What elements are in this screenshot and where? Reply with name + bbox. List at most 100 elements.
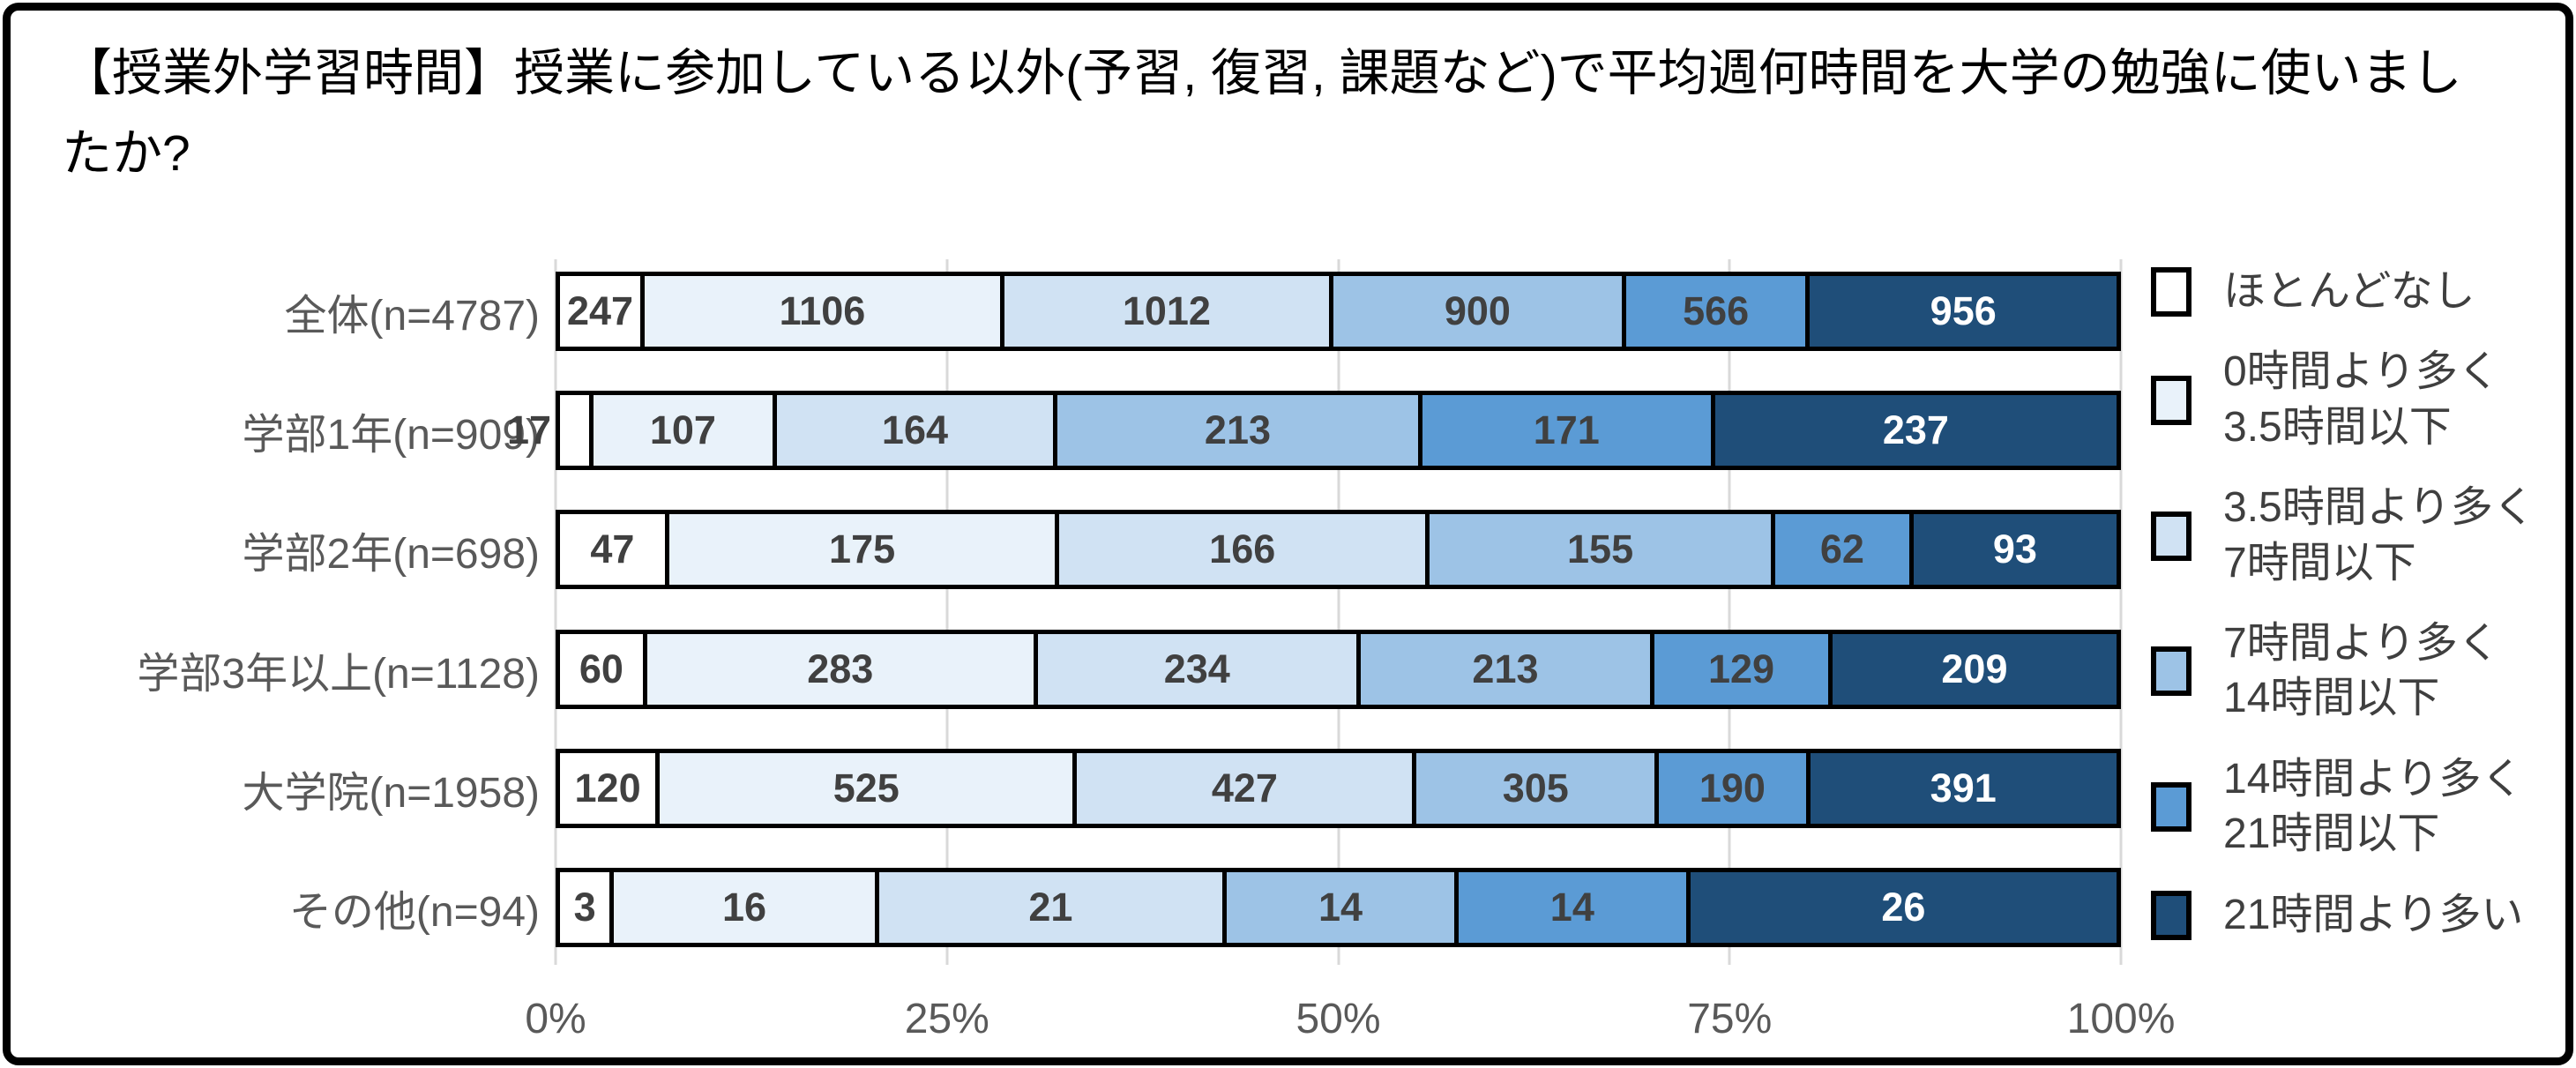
bar-row: 大学院(n=1958) 120 525 427 305 190 391 — [62, 748, 2121, 828]
bar-segment: 21 — [874, 871, 1223, 943]
legend-item: 14時間より多く 21時間以下 — [2151, 752, 2546, 863]
legend-label: 14時間より多く 21時間以下 — [2223, 755, 2524, 858]
bar-segment: 171 — [1417, 395, 1711, 467]
plot-area: 全体(n=4787) 247 1106 1012 900 566 956 学部1年(n=909… — [62, 259, 2175, 1057]
bar-segment: 129 — [1650, 633, 1828, 705]
category-label: その他(n=94) — [288, 888, 540, 936]
bar-segment: 247 — [560, 276, 641, 347]
bar-segment: 525 — [655, 752, 1073, 824]
segment-value-label: 171 — [1533, 407, 1600, 453]
chart-body: 全体(n=4787) 247 1106 1012 900 566 956 学部1年(n=909… — [62, 259, 2546, 1057]
bar-row: 学部2年(n=698) 47 175 166 155 62 93 — [62, 510, 2121, 590]
bar-segment: 956 — [1805, 276, 2117, 347]
x-axis-tick-label: 75% — [1687, 996, 1773, 1042]
legend: ほとんどなし 0時間より多く 3.5時間以下 3.5時間より多く 7時間以下 7時間より多… — [2121, 259, 2546, 1057]
segment-value-label: 525 — [833, 765, 900, 810]
bar-segment: 155 — [1425, 514, 1772, 586]
segment-value-label: 16 — [722, 884, 767, 930]
stacked-bar: 60 283 234 213 129 209 — [556, 629, 2121, 709]
bar-segment: 900 — [1328, 276, 1622, 347]
segment-value-label: 166 — [1209, 527, 1276, 572]
gridline — [554, 259, 557, 965]
segment-value-label: 213 — [1472, 646, 1539, 691]
bar-segment: 60 — [560, 633, 643, 705]
segment-value-label: 427 — [1211, 765, 1278, 810]
legend-swatch — [2151, 511, 2191, 561]
category-label: 学部2年(n=698) — [242, 531, 540, 579]
stacked-bar: 3 16 21 14 14 26 — [556, 867, 2121, 947]
category-label: 全体(n=4787) — [284, 293, 540, 340]
segment-value-label: 237 — [1882, 407, 1949, 453]
bar-segment: 213 — [1355, 633, 1651, 705]
legend-label: 0時間より多く 3.5時間以下 — [2223, 348, 2500, 451]
segment-value-label: 566 — [1683, 288, 1750, 333]
bar-segment: 190 — [1654, 752, 1806, 824]
bar-segment: 305 — [1412, 752, 1655, 824]
bar-segment: 47 — [560, 514, 665, 586]
bar-segment: 209 — [1827, 633, 2117, 705]
bar-segment: 237 — [1710, 395, 2117, 467]
bar-segment: 283 — [642, 633, 1034, 705]
segment-value-label: 1012 — [1122, 288, 1211, 333]
bar-segment: 391 — [1805, 752, 2117, 824]
legend-swatch — [2151, 267, 2191, 317]
segment-value-label: 120 — [574, 765, 641, 810]
bar-row: 学部3年以上(n=1128) 60 283 234 213 129 209 — [62, 629, 2121, 709]
bar-row: 全体(n=4787) 247 1106 1012 900 566 956 — [62, 272, 2121, 351]
x-axis-tick-label: 25% — [904, 996, 989, 1042]
segment-value-label: 234 — [1163, 646, 1230, 691]
category-label: 学部3年以上(n=1128) — [137, 650, 540, 698]
segment-value-label: 62 — [1819, 527, 1864, 572]
x-axis-tick-label: 100% — [2066, 996, 2176, 1042]
bar-segment: 16 — [609, 871, 875, 943]
legend-item: ほとんどなし — [2151, 265, 2546, 319]
bar-segment: 93 — [1908, 514, 2117, 586]
gridline-layer — [554, 259, 2123, 965]
bar-segment: 234 — [1033, 633, 1356, 705]
chart-title: 【授業外学習時間】授業に参加している以外(予習, 復習, 課題など)で平均週何時… — [62, 45, 2462, 183]
bar-segment — [560, 395, 589, 467]
segment-value-label: 305 — [1502, 765, 1569, 810]
bar-segment: 107 — [589, 395, 773, 467]
segment-value-label: 47 — [590, 527, 635, 572]
legend-label: 21時間より多い — [2223, 891, 2524, 938]
bar-segment: 3 — [560, 871, 610, 943]
legend-item: 7時間より多く 14時間以下 — [2151, 616, 2546, 727]
legend-swatch — [2151, 782, 2191, 833]
bar-segment: 14 — [1222, 871, 1454, 943]
segment-value-label: 283 — [807, 646, 874, 691]
x-axis-tick-label: 0% — [525, 996, 586, 1042]
legend-label: 3.5時間より多く 7時間以下 — [2223, 484, 2535, 586]
legend-item: 21時間より多い — [2151, 888, 2546, 943]
segment-value-label: 1106 — [779, 288, 866, 333]
bar-row: その他(n=94) 3 16 21 14 14 26 — [62, 867, 2121, 947]
bar-segment: 566 — [1621, 276, 1806, 347]
legend-label: 7時間より多く 14時間以下 — [2223, 620, 2500, 722]
bar-segment: 213 — [1053, 395, 1418, 467]
bar-row: 学部1年(n=909) 17 107 164 213 171 237 — [62, 391, 2121, 471]
segment-value-label: 14 — [1549, 884, 1594, 930]
bar-segment: 26 — [1685, 871, 2117, 943]
gridline — [1728, 259, 1731, 965]
segment-value-label: 129 — [1707, 646, 1775, 691]
category-label: 学部1年(n=909) — [242, 412, 540, 459]
segment-value-label: 956 — [1930, 288, 1997, 333]
segment-value-label: 21 — [1028, 884, 1073, 930]
legend-item: 3.5時間より多く 7時間以下 — [2151, 481, 2546, 591]
segment-value-label: 26 — [1881, 884, 1926, 930]
segment-value-label: 900 — [1444, 288, 1511, 333]
stacked-bar: 120 525 427 305 190 391 — [556, 748, 2121, 828]
segment-value-label: 60 — [579, 646, 623, 691]
stacked-bar: 47 175 166 155 62 93 — [556, 510, 2121, 590]
legend-swatch — [2151, 890, 2191, 940]
segment-value-label: 190 — [1699, 765, 1766, 810]
segment-value-label: 155 — [1567, 527, 1634, 572]
bar-segment: 1106 — [640, 276, 1000, 347]
bar-segment: 62 — [1771, 514, 1909, 586]
segment-value-label: 175 — [829, 527, 896, 572]
segment-value-label: 107 — [649, 407, 716, 453]
segment-value-label: 391 — [1930, 765, 1997, 810]
chart-frame: 【授業外学習時間】授業に参加している以外(予習, 復習, 課題など)で平均週何時… — [3, 3, 2573, 1065]
category-label: 大学院(n=1958) — [242, 769, 540, 817]
segment-value-label: 93 — [1992, 527, 2037, 572]
